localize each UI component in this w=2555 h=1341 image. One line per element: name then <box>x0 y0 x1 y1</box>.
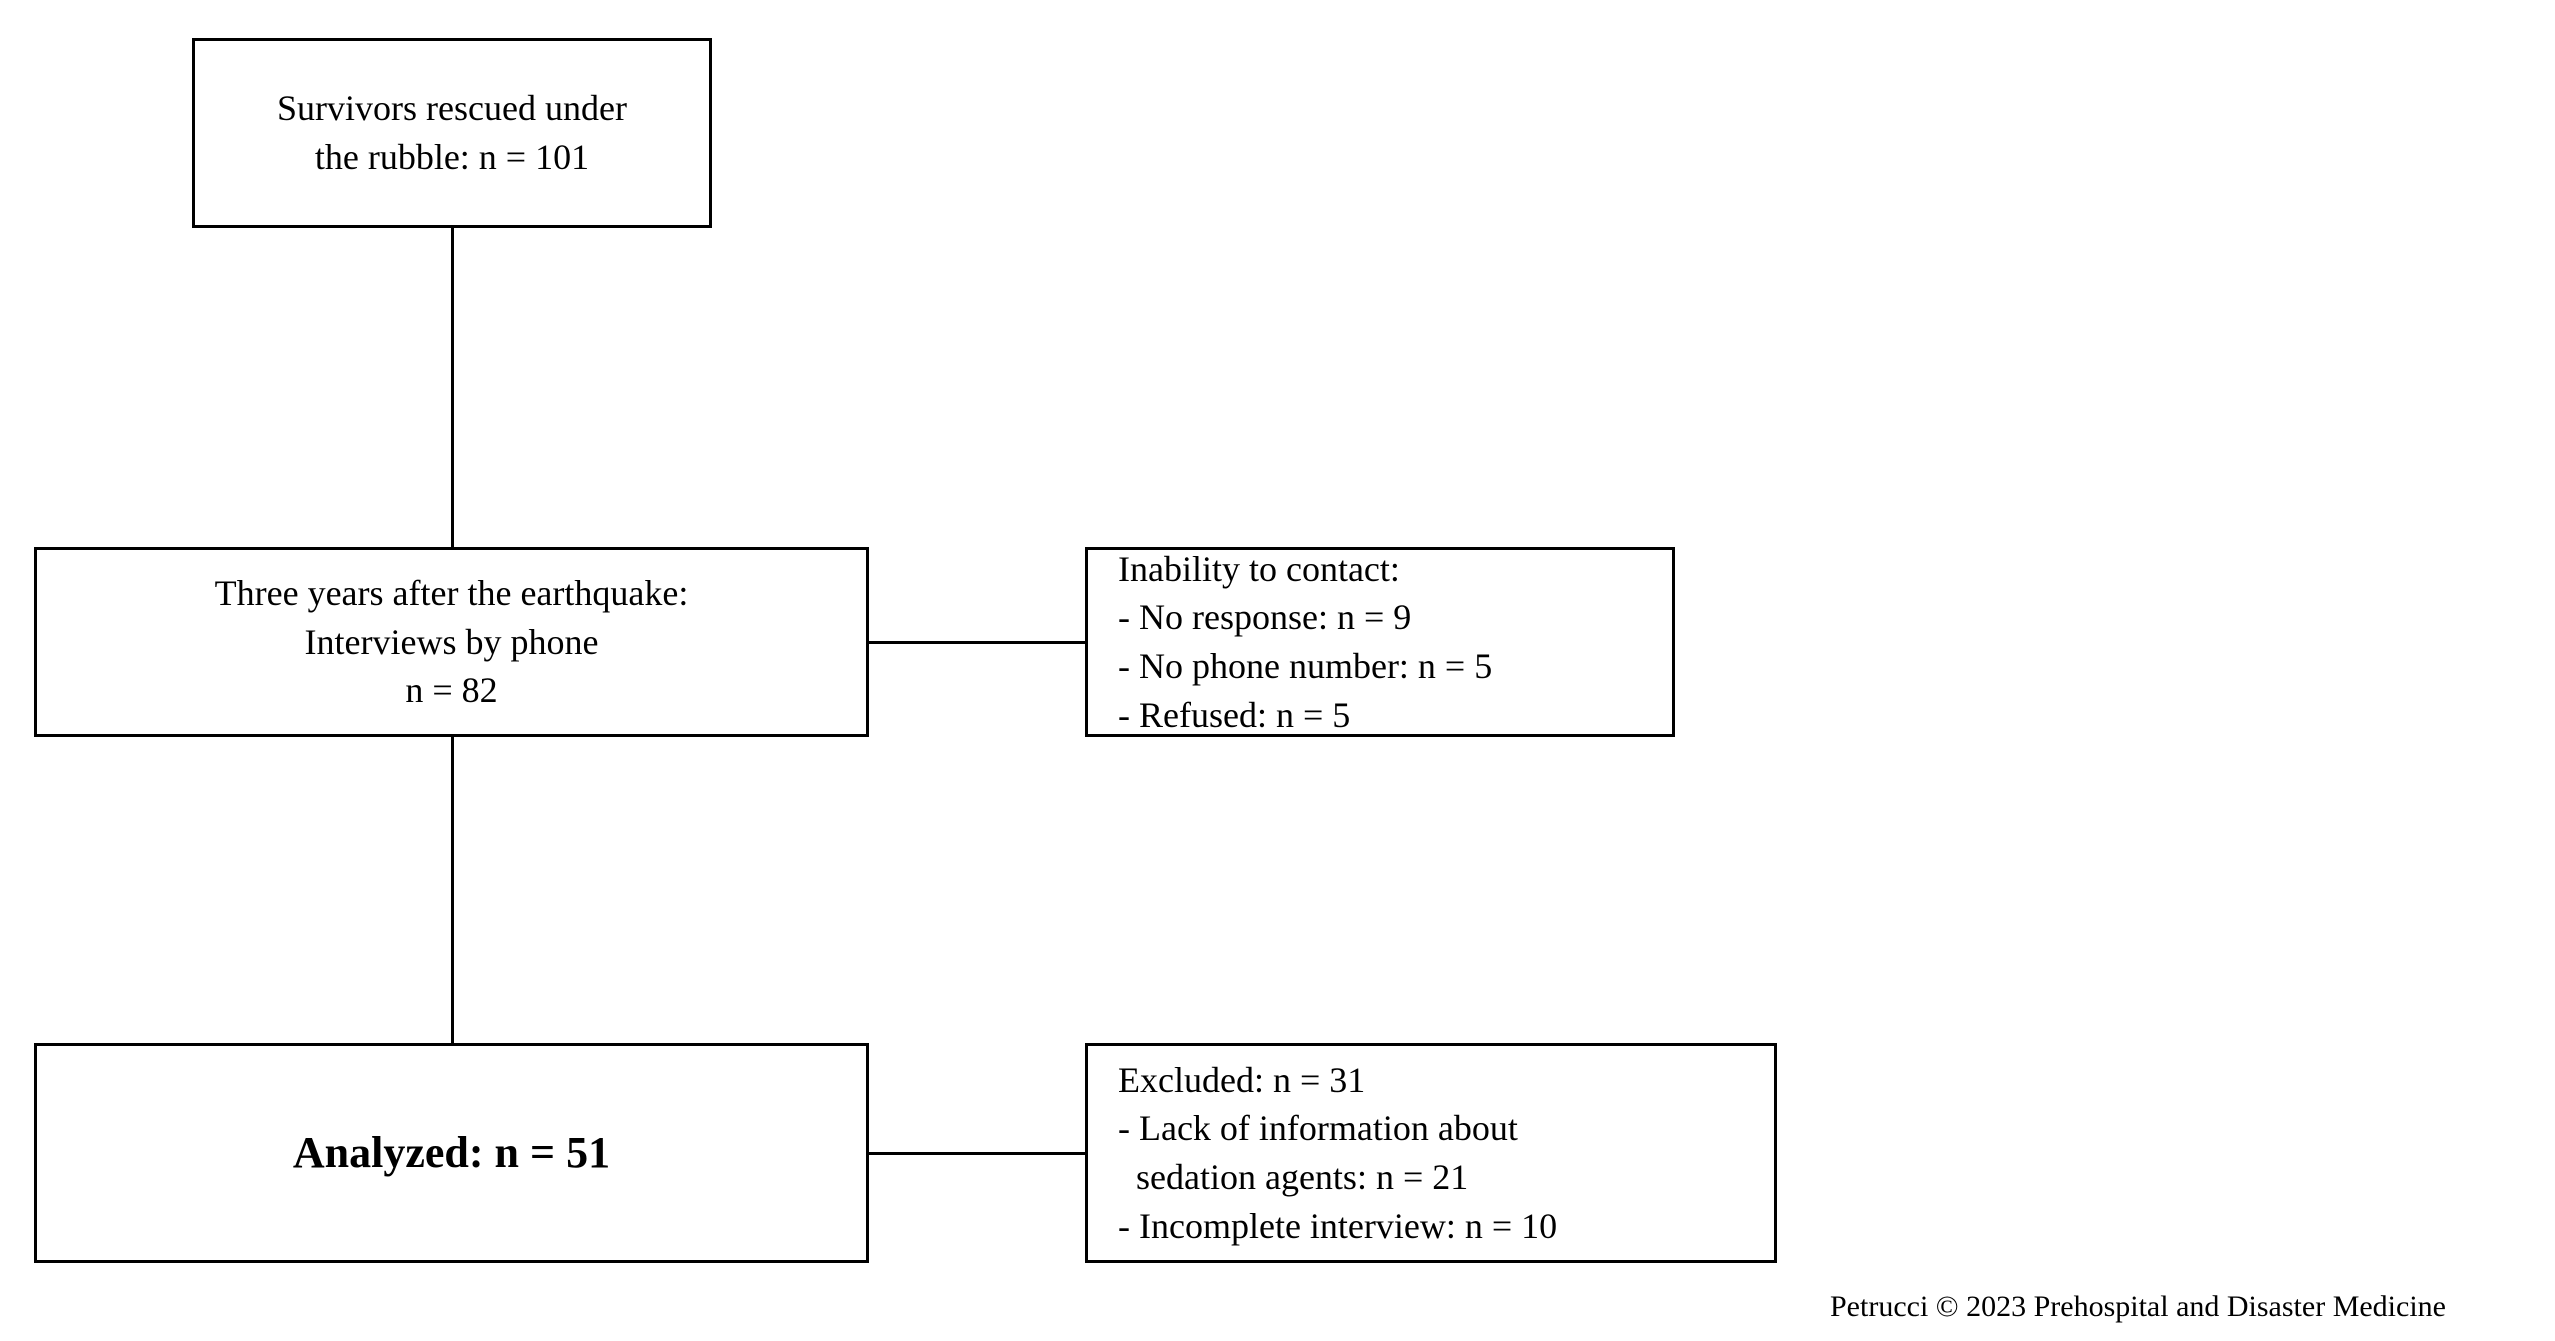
box4-bold: Analyzed: n = 51 <box>293 1123 610 1182</box>
box1-line2: the rubble: n = 101 <box>315 133 589 182</box>
box2-line1: Three years after the earthquake: <box>215 569 689 618</box>
box3-line3: - No phone number: n = 5 <box>1118 642 1492 691</box>
flow-box-interviews: Three years after the earthquake: Interv… <box>34 547 869 737</box>
box5-line3: sedation agents: n = 21 <box>1118 1153 1468 1202</box>
connector-h2 <box>869 1152 1085 1155</box>
box5-line2: - Lack of information about <box>1118 1104 1518 1153</box>
box3-line4: - Refused: n = 5 <box>1118 691 1350 740</box>
connector-v1 <box>451 228 454 547</box>
flow-box-excluded: Excluded: n = 31 - Lack of information a… <box>1085 1043 1777 1263</box>
flow-box-analyzed: Analyzed: n = 51 <box>34 1043 869 1263</box>
box5-line4: - Incomplete interview: n = 10 <box>1118 1202 1557 1251</box>
box3-line2: - No response: n = 9 <box>1118 593 1411 642</box>
box5-line1: Excluded: n = 31 <box>1118 1056 1365 1105</box>
box2-line3: n = 82 <box>405 666 497 715</box>
connector-v2 <box>451 737 454 1043</box>
flow-box-survivors: Survivors rescued under the rubble: n = … <box>192 38 712 228</box>
connector-h1 <box>869 641 1085 644</box>
box1-line1: Survivors rescued under <box>277 84 627 133</box>
flow-box-inability: Inability to contact: - No response: n =… <box>1085 547 1675 737</box>
box2-line2: Interviews by phone <box>305 618 599 667</box>
box3-line1: Inability to contact: <box>1118 545 1400 594</box>
attribution-text: Petrucci © 2023 Prehospital and Disaster… <box>1830 1290 2446 1324</box>
